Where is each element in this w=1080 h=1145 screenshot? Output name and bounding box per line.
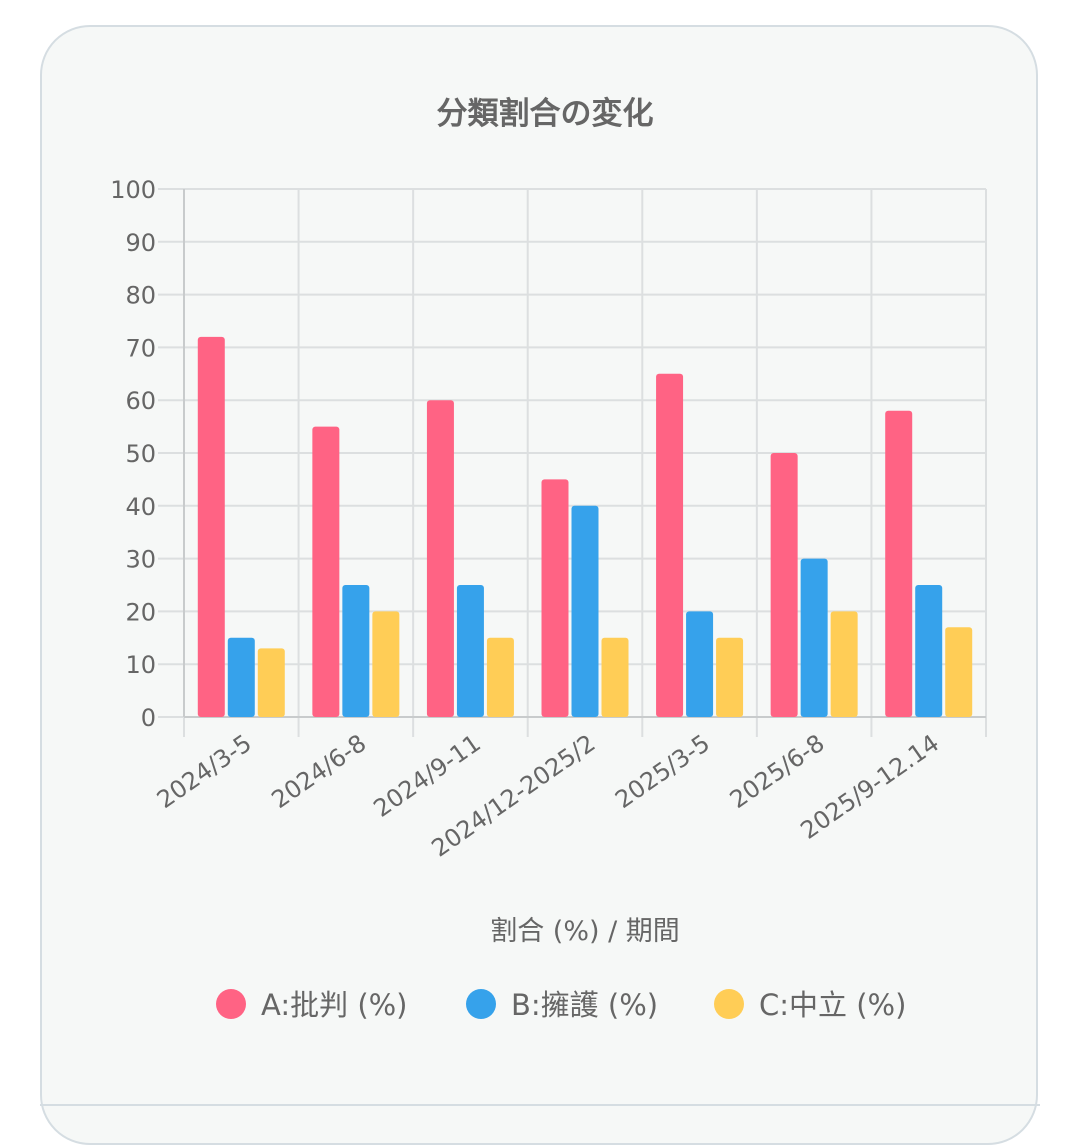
bar — [257, 648, 285, 717]
y-tick-label: 90 — [125, 229, 156, 257]
chart-title: 分類割合の変化 — [437, 96, 654, 132]
bar — [197, 336, 225, 717]
x-tick-label: 2024/9-11 — [369, 729, 486, 823]
legend-label: C:中立 (%) — [759, 988, 906, 1022]
bar — [945, 627, 973, 717]
legend-swatch — [216, 989, 246, 1019]
bar — [656, 373, 684, 717]
y-tick-label: 10 — [125, 651, 156, 679]
bar — [372, 611, 400, 717]
y-tick-label: 80 — [125, 282, 156, 310]
bar — [770, 453, 798, 717]
bar — [312, 426, 340, 717]
x-tick-label: 2025/3-5 — [610, 729, 715, 814]
bar — [800, 558, 828, 717]
bar — [830, 611, 858, 717]
bar — [456, 585, 484, 717]
bar — [601, 637, 629, 717]
x-tick-label: 2024/3-5 — [152, 729, 257, 814]
x-axis-title: 割合 (%) / 期間 — [490, 916, 680, 947]
y-tick-label: 40 — [125, 493, 156, 521]
bar — [227, 637, 255, 717]
bar — [571, 505, 599, 717]
y-tick-label: 20 — [125, 598, 156, 626]
bar — [885, 410, 913, 717]
y-tick-label: 100 — [110, 176, 156, 204]
bar — [716, 637, 744, 717]
x-tick-label: 2025/6-8 — [725, 729, 830, 814]
y-tick-label: 60 — [125, 387, 156, 415]
bar — [686, 611, 714, 717]
legend-swatch — [466, 989, 496, 1019]
legend-swatch — [714, 989, 744, 1019]
legend-label: A:批判 (%) — [261, 988, 408, 1022]
y-tick-label: 0 — [141, 704, 156, 732]
y-tick-label: 30 — [125, 546, 156, 574]
bar — [541, 479, 569, 717]
bar — [486, 637, 514, 717]
bar — [915, 585, 943, 717]
legend-label: B:擁護 (%) — [511, 988, 658, 1022]
bar — [426, 400, 454, 717]
y-tick-label: 70 — [125, 334, 156, 362]
y-tick-label: 50 — [125, 440, 156, 468]
divider — [40, 1104, 1040, 1106]
x-tick-label: 2024/6-8 — [266, 729, 371, 814]
bar — [342, 585, 370, 717]
